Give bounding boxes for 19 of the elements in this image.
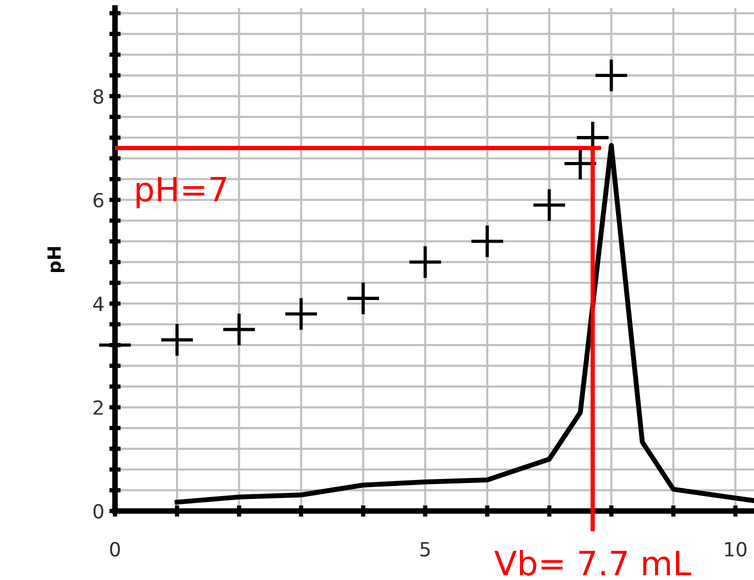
point: [409, 246, 442, 278]
y-tick-label: 0: [93, 504, 104, 519]
point: [285, 298, 317, 330]
point: [347, 282, 379, 314]
point: [161, 324, 193, 356]
point: [595, 60, 628, 92]
point: [223, 314, 255, 346]
point: [471, 226, 504, 258]
x-tick-label: 5: [420, 542, 430, 557]
y-axis-title: pH: [48, 247, 64, 272]
y-tick-label: 2: [94, 400, 103, 415]
ref-line-label: Vb= 7.7 mL: [494, 550, 692, 576]
y-tick-label: 6: [94, 192, 104, 208]
x-tick-label: 0: [110, 542, 120, 557]
x-tick-label: 10: [725, 542, 746, 557]
y-tick-label: 8: [94, 89, 104, 104]
y-tick-label: 4: [93, 296, 104, 311]
ref-line-label: pH=7: [136, 176, 226, 208]
point: [533, 189, 566, 221]
